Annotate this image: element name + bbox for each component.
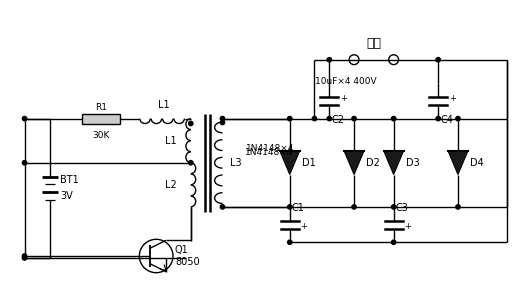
Text: D2: D2 [366, 158, 380, 168]
Circle shape [22, 160, 27, 165]
Text: 30K: 30K [92, 131, 110, 140]
Text: D3: D3 [405, 158, 419, 168]
Text: +: + [340, 94, 347, 103]
Polygon shape [344, 151, 364, 175]
Circle shape [392, 240, 396, 244]
Circle shape [288, 205, 292, 209]
FancyBboxPatch shape [82, 114, 120, 124]
Circle shape [220, 120, 225, 125]
Circle shape [352, 116, 356, 121]
Circle shape [327, 116, 331, 121]
Circle shape [392, 116, 396, 121]
Text: 1N4148×4: 1N4148×4 [246, 143, 295, 152]
Text: 1N4148×4: 1N4148×4 [245, 148, 294, 158]
Text: Q1: Q1 [175, 245, 189, 255]
Text: L2: L2 [165, 180, 177, 190]
Circle shape [327, 58, 331, 62]
Circle shape [352, 205, 356, 209]
Text: D1: D1 [302, 158, 315, 168]
Circle shape [22, 254, 27, 258]
Text: L1: L1 [165, 136, 177, 146]
Text: +: + [301, 222, 307, 231]
Circle shape [312, 116, 317, 121]
Text: L3: L3 [230, 158, 242, 168]
Text: C1: C1 [292, 203, 305, 213]
Circle shape [22, 256, 27, 260]
Circle shape [456, 116, 460, 121]
Circle shape [220, 116, 225, 121]
Text: C2: C2 [331, 115, 344, 125]
Circle shape [288, 240, 292, 244]
Text: 10uF×4 400V: 10uF×4 400V [315, 77, 377, 86]
Text: +: + [404, 222, 411, 231]
Text: R1: R1 [95, 103, 107, 112]
Circle shape [189, 121, 193, 126]
Circle shape [220, 205, 225, 209]
Text: C3: C3 [396, 203, 409, 213]
Circle shape [436, 116, 440, 121]
Circle shape [189, 160, 193, 165]
Polygon shape [280, 151, 300, 175]
Text: 8050: 8050 [175, 257, 200, 267]
Text: 电网: 电网 [367, 37, 381, 50]
Polygon shape [448, 151, 468, 175]
Text: D4: D4 [470, 158, 484, 168]
Text: 3V: 3V [60, 191, 73, 201]
Text: L1: L1 [158, 100, 170, 110]
Circle shape [22, 116, 27, 121]
Circle shape [288, 116, 292, 121]
Text: C4: C4 [440, 115, 453, 125]
Text: +: + [449, 94, 456, 103]
Text: BT1: BT1 [60, 176, 79, 185]
Polygon shape [384, 151, 404, 175]
Circle shape [392, 205, 396, 209]
Circle shape [456, 205, 460, 209]
Circle shape [436, 58, 440, 62]
